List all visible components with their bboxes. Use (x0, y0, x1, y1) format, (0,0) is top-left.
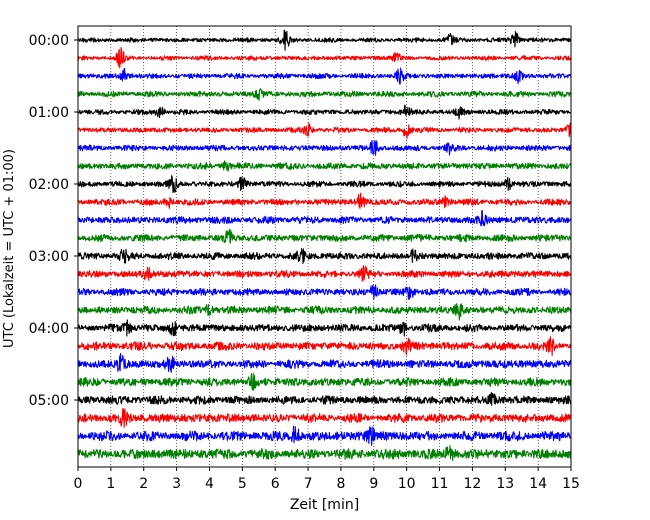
y-tick-label-01:00: 01:00 (29, 105, 69, 121)
x-tick-label-14: 14 (529, 476, 547, 492)
y-tick-label-03:00: 03:00 (29, 249, 69, 265)
y-tick-label-02:00: 02:00 (29, 177, 69, 193)
x-tick-label-13: 13 (496, 476, 514, 492)
x-tick-label-8: 8 (336, 476, 345, 492)
trace-0100 (77, 104, 572, 120)
trace-0345 (77, 303, 572, 321)
plot-frame (77, 25, 572, 468)
trace-0245 (77, 228, 572, 244)
trace-0000 (77, 29, 572, 51)
y-axis-ticks: 00:00 01:00 02:00 03:00 04:00 05:00 (29, 33, 78, 409)
y-tick-label-00:00: 00:00 (29, 33, 69, 49)
trace-0545 (77, 444, 572, 462)
trace-0415 (77, 336, 572, 357)
x-tick-label-7: 7 (304, 476, 313, 492)
x-axis-ticks: 0 1 2 3 4 5 6 7 8 9 10 11 12 13 14 15 (74, 467, 580, 492)
x-tick-label-1: 1 (106, 476, 115, 492)
trace-0330 (77, 284, 572, 301)
x-tick-label-3: 3 (172, 476, 181, 492)
trace-0500 (77, 392, 572, 406)
trace-0130 (77, 139, 572, 156)
trace-0315 (77, 265, 572, 282)
x-tick-label-10: 10 (398, 476, 416, 492)
x-tick-label-12: 12 (463, 476, 481, 492)
y-tick-label-04:00: 04:00 (29, 321, 69, 337)
trace-0230 (77, 209, 572, 227)
trace-0145 (77, 160, 572, 172)
trace-0300 (77, 247, 572, 265)
trace-0030 (77, 67, 572, 85)
traces (77, 29, 572, 462)
x-tick-label-6: 6 (271, 476, 280, 492)
trace-0015 (77, 47, 572, 69)
x-tick-label-5: 5 (238, 476, 247, 492)
x-tick-label-0: 0 (74, 476, 83, 492)
x-tick-label-15: 15 (562, 476, 580, 492)
x-tick-label-4: 4 (205, 476, 214, 492)
x-tick-label-9: 9 (369, 476, 378, 492)
trace-0045 (77, 88, 572, 101)
y-tick-label-05:00: 05:00 (29, 393, 69, 409)
trace-0400 (77, 319, 572, 337)
trace-0515 (77, 407, 572, 429)
y-axis-label: UTC (Lokalzeit = UTC + 01:00) (2, 149, 17, 348)
trace-0430 (77, 352, 572, 373)
trace-0445 (77, 372, 572, 391)
x-tick-label-11: 11 (431, 476, 449, 492)
trace-0200 (77, 175, 572, 194)
trace-0530 (77, 425, 572, 446)
x-tick-label-2: 2 (139, 476, 148, 492)
trace-0115 (77, 122, 572, 140)
trace-0215 (77, 192, 572, 209)
x-axis-label: Zeit [min] (290, 497, 359, 513)
